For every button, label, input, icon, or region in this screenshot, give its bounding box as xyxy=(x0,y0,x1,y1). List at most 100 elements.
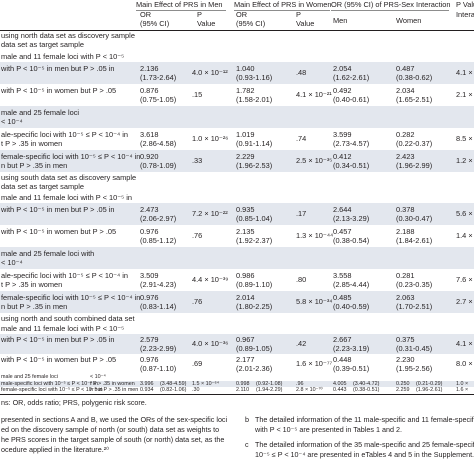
men-p: .76 xyxy=(192,297,203,306)
row-description-2: t P > .35 in women xyxy=(1,139,63,148)
section-south-discovery: using south data set as discovery sample… xyxy=(0,173,474,191)
row-description: male and 11 female loci with P < 10⁻⁵ xyxy=(1,324,125,333)
interaction-women-or: 2.034 xyxy=(396,86,415,95)
interaction-men-ci: (2.23-3.19) xyxy=(333,344,370,353)
women-p: .42 xyxy=(296,339,307,348)
interaction-men-ci: (0.39-0.51) xyxy=(333,364,370,373)
women-ci: (1.92-2.37) xyxy=(236,236,273,245)
women-or: 1.782 xyxy=(236,86,255,95)
footnote-abbrev: ns: OR, odds ratio; PRS, polygenic risk … xyxy=(1,398,147,407)
men-p-label: P xyxy=(197,10,202,19)
footnote-b-line1: The detailed information of the 11 male-… xyxy=(255,415,474,424)
women-or: 2.110 xyxy=(236,387,250,394)
interaction-men-ci: (1.62-2.61) xyxy=(333,73,370,82)
interaction-p-heading: P Valu xyxy=(456,0,474,9)
women-ci: (0.89-1.05) xyxy=(236,344,273,353)
table-row: with P < 10⁻⁵ in women but P > .05 0.876… xyxy=(0,84,474,106)
men-ci: (2.23-2.99) xyxy=(140,344,177,353)
women-or: 2.014 xyxy=(236,293,255,302)
row-description-2: < 10⁻⁴ xyxy=(1,258,23,267)
men-or: 0.920 xyxy=(140,152,159,161)
interaction-men-label: Men xyxy=(333,16,348,25)
women-p: .96 xyxy=(296,380,304,387)
row-description: with P < 10⁻⁵ in men but P > .05 in xyxy=(1,335,115,344)
section-title: using north data set as discovery sample xyxy=(1,31,135,40)
men-ci-label: (95% CI) xyxy=(140,19,170,28)
men-ci: (1.73-2.64) xyxy=(140,73,177,82)
row-description: with P < 10⁻⁵ in women but P > .05 xyxy=(1,86,117,95)
women-ci: (0.92-1.08) xyxy=(256,380,283,387)
men-p: 4.0 × 10⁻³⁶ xyxy=(192,339,229,348)
women-or: 1.019 xyxy=(236,130,255,139)
interaction-men-or: 0.448 xyxy=(333,355,352,364)
interaction-women-ci: (1.95-2.56) xyxy=(396,364,433,373)
row-description: male and 25 female loci xyxy=(1,374,58,380)
interaction-p: 1.2 × xyxy=(456,156,473,165)
interaction-women-or: 0.375 xyxy=(396,335,415,344)
table-row: male and 25 female loci < 10⁻⁴ xyxy=(0,374,474,381)
footnote-b-line2: with P < 10⁻⁵ are presented in Tables 1 … xyxy=(255,425,402,434)
table-row: male and 11 female loci with P < 10⁻⁵ xyxy=(0,50,474,62)
interaction-men-ci: (0.38-0.54) xyxy=(333,236,370,245)
interaction-men-or: 0.492 xyxy=(333,86,352,95)
women-p: 1.6 × 10⁻⁷⁷ xyxy=(296,359,333,368)
row-description: male and 25 female loci xyxy=(1,108,80,117)
women-ci: (1.80-2.25) xyxy=(236,302,273,311)
interaction-women-ci: (1.84-2.61) xyxy=(396,236,433,245)
interaction-women-ci: (1.65-2.51) xyxy=(396,95,433,104)
men-p: 1.5 × 10⁻⁶⁴ xyxy=(192,380,220,387)
men-p: .15 xyxy=(192,90,203,99)
women-main-effect-heading: Main Effect of PRS in Women xyxy=(234,0,332,11)
interaction-women-ci: (0.30-0.47) xyxy=(396,214,433,223)
interaction-women-or: 2.188 xyxy=(396,227,415,236)
men-value-label: Value xyxy=(197,19,216,28)
row-description: male and 11 female loci with P < 10⁻⁵ xyxy=(1,52,125,61)
row-description-2: n but P > .35 in men xyxy=(1,161,68,170)
section-subtitle: data set as target sample xyxy=(1,182,84,192)
interaction-women-or: 0.250 xyxy=(396,380,410,387)
row-description: male and 25 female loci with xyxy=(1,249,95,258)
women-ci: (0.85-1.04) xyxy=(236,214,273,223)
interaction-men-or: 2.644 xyxy=(333,205,352,214)
row-description: ale-specific loci with 10⁻⁵ ≤ P < 10⁻⁴ i… xyxy=(1,271,129,280)
table-row: with P < 10⁻⁵ in men but P > .05 in 2.13… xyxy=(0,62,474,84)
row-description: female-specific loci with 10⁻⁵ ≤ P < 10⁻… xyxy=(1,293,141,302)
footnote-a-line1: presented in sections A and B, we used t… xyxy=(1,415,228,424)
men-ci: (0.82-1.06) xyxy=(160,387,187,394)
women-ci: (0.89-1.10) xyxy=(236,280,273,289)
row-description: with P < 10⁻⁵ in men but P > .05 in xyxy=(1,64,115,73)
interaction-p: 8.0 × xyxy=(456,359,473,368)
row-description-2: < 10⁻⁴ xyxy=(90,374,106,380)
women-ci: (0.93-1.16) xyxy=(236,73,273,82)
table-row: with P < 10⁻⁵ in women but P > .05 0.976… xyxy=(0,225,474,247)
interaction-women-ci: (1.96-2.99) xyxy=(396,161,433,170)
interaction-men-or: 0.457 xyxy=(333,227,352,236)
men-p: 7.2 × 10⁻²² xyxy=(192,209,228,218)
interaction-men-ci: (0.34-0.51) xyxy=(333,161,370,170)
women-or: 1.040 xyxy=(236,64,255,73)
row-description-2: t P > .35 in women xyxy=(1,280,63,289)
interaction-men-ci: (3.40-4.72) xyxy=(353,380,380,387)
row-description: male and 11 female loci with P < 10⁻⁵ in xyxy=(1,193,132,202)
interaction-men-ci: (0.40-0.59) xyxy=(333,302,370,311)
table-row: female-specific loci with 10⁻⁵ ≤ P < 10⁻… xyxy=(0,291,474,313)
men-p: .30 xyxy=(192,387,200,394)
table-row: with P < 10⁻⁵ in women but P > .05 0.976… xyxy=(0,354,474,374)
row-description-2: < 10⁻⁴ xyxy=(1,117,23,126)
men-ci: (2.06-2.97) xyxy=(140,214,177,223)
women-or: 0.967 xyxy=(236,335,255,344)
footnote-c-line2: 10⁻⁵ ≤ P < 10⁻⁴ are presented in eTables… xyxy=(255,450,474,459)
row-description: with P < 10⁻⁵ in women but P > .05 xyxy=(1,355,117,364)
women-ci: (1.94-2.29) xyxy=(256,387,283,394)
women-p: .74 xyxy=(296,134,307,143)
men-or-label: OR xyxy=(140,10,152,19)
men-or: 0.976 xyxy=(140,355,159,364)
women-p-label: P xyxy=(296,10,301,19)
interaction-p: 1.4 × xyxy=(456,231,473,240)
row-description: male-specific loci with 10⁻⁵ ≤ P < 10⁻⁴ … xyxy=(1,380,99,387)
table-row: female-specific loci with 10⁻⁵ ≤ P < 10⁻… xyxy=(0,387,474,394)
table-row: female-specific loci with 10⁻⁵ ≤ P < 10⁻… xyxy=(0,150,474,172)
interaction-p: 4.1 × xyxy=(456,339,473,348)
women-p: 5.8 × 10⁻³⁴ xyxy=(296,297,333,306)
